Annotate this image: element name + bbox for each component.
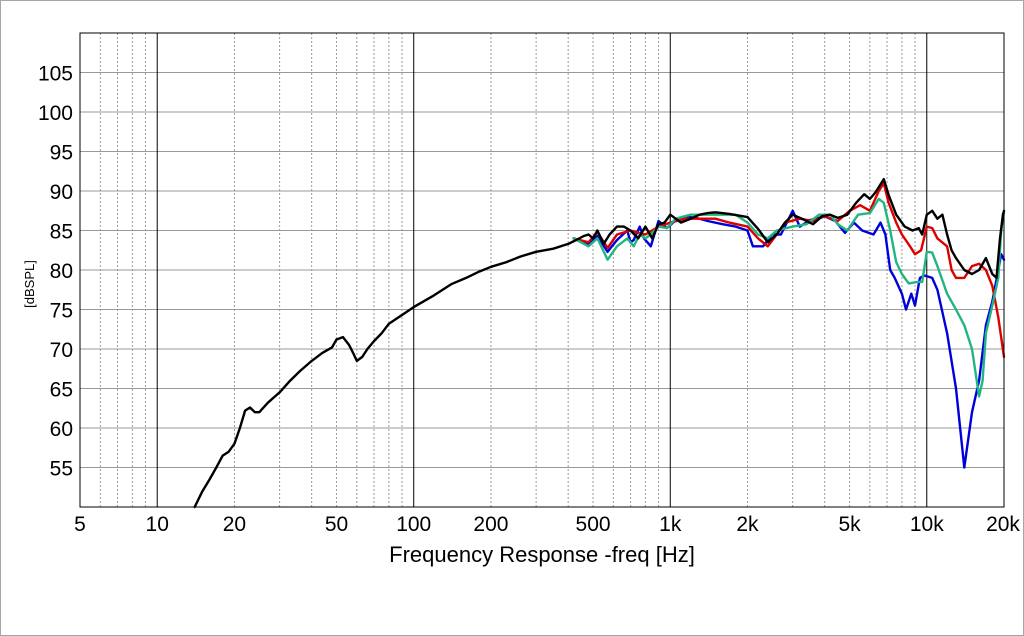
y-tick-label: 60 xyxy=(50,418,73,441)
y-tick-label: 55 xyxy=(50,458,73,481)
grid xyxy=(80,33,1004,507)
series-line-2 xyxy=(572,181,1006,359)
x-tick-label: 100 xyxy=(396,513,431,536)
series-line-3 xyxy=(572,197,1006,398)
x-tick-label: 10 xyxy=(146,513,169,536)
series-group xyxy=(193,178,1006,509)
x-tick-label: 20 xyxy=(223,513,246,536)
x-tick-label: 5 xyxy=(74,513,86,536)
y-tick-label: 95 xyxy=(50,142,73,165)
x-tick-label: 200 xyxy=(473,513,508,536)
series-line-4 xyxy=(193,178,1006,509)
y-tick-label: 80 xyxy=(50,260,73,283)
y-tick-label: 70 xyxy=(50,339,73,362)
y-tick-label: 65 xyxy=(50,379,73,402)
x-tick-label: 50 xyxy=(325,513,348,536)
x-tick-label: 20k xyxy=(986,513,1020,536)
x-tick-label: 5k xyxy=(838,513,861,536)
y-axis-title: [dBSPL] xyxy=(22,260,37,308)
y-tick-labels: 55 60 65 70 75 80 85 90 95 100 105 xyxy=(38,63,73,481)
y-tick-label: 85 xyxy=(50,221,73,244)
y-tick-label: 100 xyxy=(38,102,73,125)
plot-area-border xyxy=(79,32,1005,508)
y-tick-label: 90 xyxy=(50,181,73,204)
x-tick-label: 10k xyxy=(910,513,944,536)
x-axis-title: Frequency Response -freq [Hz] xyxy=(389,542,695,567)
x-tick-label: 500 xyxy=(576,513,611,536)
x-tick-label: 2k xyxy=(736,513,759,536)
series-line-1 xyxy=(572,209,1006,469)
y-tick-label: 75 xyxy=(50,300,73,323)
y-tick-label: 105 xyxy=(38,63,73,86)
x-tick-labels: 5 10 20 50 100 200 500 1k 2k 5k 10k 20k xyxy=(74,513,1020,536)
x-tick-label: 1k xyxy=(659,513,682,536)
